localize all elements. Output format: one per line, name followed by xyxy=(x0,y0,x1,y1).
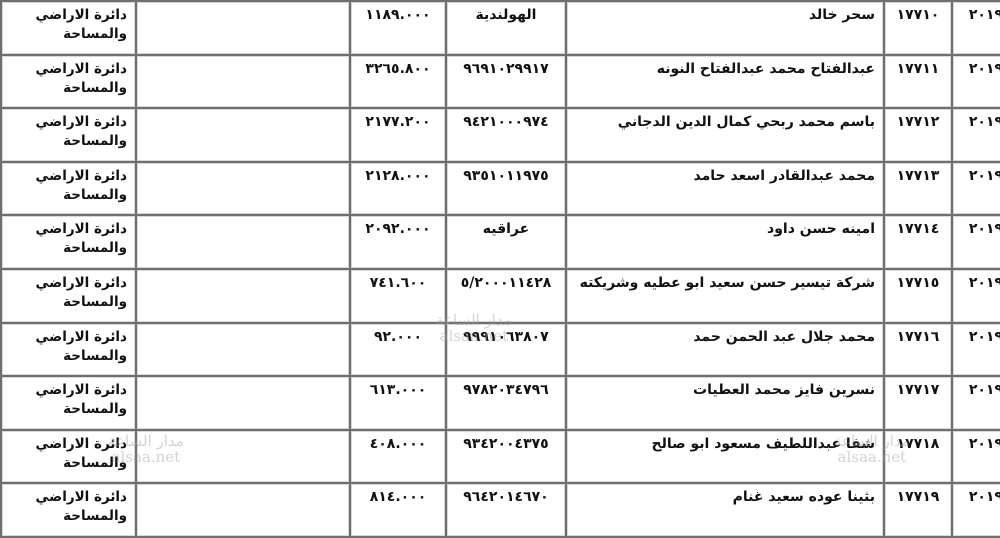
department-cell: دائرة الاراضي والمساحة xyxy=(0,321,137,378)
department-cell: دائرة الاراضي والمساحة xyxy=(0,267,137,324)
year-cell: ٢٠١٩ xyxy=(951,53,1000,110)
name-cell: عبدالفتاح محمد عبدالفتاح النونه xyxy=(565,53,885,110)
department-cell: دائرة الاراضي والمساحة xyxy=(0,0,137,56)
table-row: ٢٠١٩ ١٧٧١٣ محمد عبدالقادر اسعد حامد ٩٣٥١٠١١… xyxy=(0,160,1000,217)
table-row: ٢٠١٩ ١٧٧١٤ امينه حسن داود عراقيه ٢٠٩٢.٠٠٠ دائ… xyxy=(0,214,1000,270)
table-row: ٢٠١٩ ١٧٧١١ عبدالفتاح محمد عبدالفتاح النونه… xyxy=(0,53,1000,110)
name-cell: بثينا عوده سعيد غنام xyxy=(565,482,885,538)
note-cell xyxy=(135,0,351,56)
table-row: ٢٠١٩ ١٧٧١٧ نسرين فايز محمد العطيات ٩٧٨٢٠٣٤٧… xyxy=(0,375,1000,431)
department-cell: دائرة الاراضي والمساحة xyxy=(0,482,137,538)
table-row: ٢٠١٩ ١٧٧١٨ شفا عبداللطيف مسعود ابو صالح ٩٣٤… xyxy=(0,428,1000,485)
note-cell xyxy=(135,107,351,163)
number-cell: ١٧٧١٩ xyxy=(883,482,953,538)
id-cell: ٩٣٥١٠١١٩٧٥ xyxy=(445,160,567,217)
amount-cell: ٧٤١.٦٠٠ xyxy=(349,267,447,324)
name-cell: شركة تيسير حسن سعيد ابو عطيه وشريكته xyxy=(565,267,885,324)
note-cell xyxy=(135,375,351,431)
amount-cell: ٩٢.٠٠٠ xyxy=(349,321,447,378)
name-cell: شفا عبداللطيف مسعود ابو صالح xyxy=(565,428,885,485)
year-cell: ٢٠١٩ xyxy=(951,267,1000,324)
amount-cell: ١١٨٩.٠٠٠ xyxy=(349,0,447,56)
table-row: ٢٠١٩ ١٧٧١٠ سحر خالد الهولندية ١١٨٩.٠٠٠ دائرة … xyxy=(0,0,1000,56)
number-cell: ١٧٧١٥ xyxy=(883,267,953,324)
id-cell: عراقيه xyxy=(445,214,567,270)
note-cell xyxy=(135,214,351,270)
note-cell xyxy=(135,428,351,485)
number-cell: ١٧٧١٤ xyxy=(883,214,953,270)
name-cell: نسرين فايز محمد العطيات xyxy=(565,375,885,431)
id-cell: ٩٩٩١٠٦٣٨٠٧ xyxy=(445,321,567,378)
name-cell: محمد جلال عبد الحمن حمد xyxy=(565,321,885,378)
number-cell: ١٧٧١٣ xyxy=(883,160,953,217)
amount-cell: ٨١٤.٠٠٠ xyxy=(349,482,447,538)
id-cell: ٩٤٢١٠٠٠٩٧٤ xyxy=(445,107,567,163)
department-cell: دائرة الاراضي والمساحة xyxy=(0,375,137,431)
table-row: ٢٠١٩ ١٧٧١٢ باسم محمد ربحي كمال الدين الدجا… xyxy=(0,107,1000,163)
year-cell: ٢٠١٩ xyxy=(951,0,1000,56)
number-cell: ١٧٧١٧ xyxy=(883,375,953,431)
department-cell: دائرة الاراضي والمساحة xyxy=(0,53,137,110)
id-cell: ٩٦٤٢٠١٤٦٧٠ xyxy=(445,482,567,538)
name-cell: امينه حسن داود xyxy=(565,214,885,270)
name-cell: سحر خالد xyxy=(565,0,885,56)
id-cell: ٩٧٨٢٠٣٤٧٩٦ xyxy=(445,375,567,431)
note-cell xyxy=(135,53,351,110)
number-cell: ١٧٧١١ xyxy=(883,53,953,110)
amount-cell: ٣٢٦٥.٨٠٠ xyxy=(349,53,447,110)
id-cell: ٩٦٩١٠٢٩٩١٧ xyxy=(445,53,567,110)
table-row: ٢٠١٩ ١٧٧١٥ شركة تيسير حسن سعيد ابو عطيه وش… xyxy=(0,267,1000,324)
year-cell: ٢٠١٩ xyxy=(951,214,1000,270)
year-cell: ٢٠١٩ xyxy=(951,428,1000,485)
year-cell: ٢٠١٩ xyxy=(951,482,1000,538)
number-cell: ١٧٧١٠ xyxy=(883,0,953,56)
amount-cell: ٦١٣.٠٠٠ xyxy=(349,375,447,431)
year-cell: ٢٠١٩ xyxy=(951,160,1000,217)
note-cell xyxy=(135,482,351,538)
department-cell: دائرة الاراضي والمساحة xyxy=(0,160,137,217)
id-cell: الهولندية xyxy=(445,0,567,56)
id-cell: ٥/٢٠٠٠١١٤٢٨ xyxy=(445,267,567,324)
name-cell: باسم محمد ربحي كمال الدين الدجاني xyxy=(565,107,885,163)
amount-cell: ٢١٢٨.٠٠٠ xyxy=(349,160,447,217)
note-cell xyxy=(135,267,351,324)
number-cell: ١٧٧١٨ xyxy=(883,428,953,485)
amount-cell: ٤٠٨.٠٠٠ xyxy=(349,428,447,485)
amount-cell: ٢١٧٧.٢٠٠ xyxy=(349,107,447,163)
note-cell xyxy=(135,160,351,217)
amount-cell: ٢٠٩٢.٠٠٠ xyxy=(349,214,447,270)
year-cell: ٢٠١٩ xyxy=(951,375,1000,431)
department-cell: دائرة الاراضي والمساحة xyxy=(0,214,137,270)
table-row: ٢٠١٩ ١٧٧١٩ بثينا عوده سعيد غنام ٩٦٤٢٠١٤٦٧٠ ٨… xyxy=(0,482,1000,538)
number-cell: ١٧٧١٦ xyxy=(883,321,953,378)
note-cell xyxy=(135,321,351,378)
table-row: ٢٠١٩ ١٧٧١٦ محمد جلال عبد الحمن حمد ٩٩٩١٠٦٣٨… xyxy=(0,321,1000,378)
number-cell: ١٧٧١٢ xyxy=(883,107,953,163)
name-cell: محمد عبدالقادر اسعد حامد xyxy=(565,160,885,217)
id-cell: ٩٣٤٢٠٠٤٣٧٥ xyxy=(445,428,567,485)
year-cell: ٢٠١٩ xyxy=(951,107,1000,163)
department-cell: دائرة الاراضي والمساحة xyxy=(0,428,137,485)
year-cell: ٢٠١٩ xyxy=(951,321,1000,378)
department-cell: دائرة الاراضي والمساحة xyxy=(0,107,137,163)
